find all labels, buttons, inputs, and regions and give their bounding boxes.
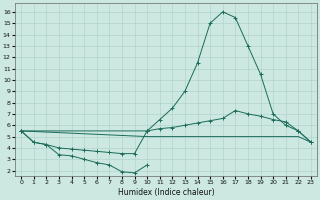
X-axis label: Humidex (Indice chaleur): Humidex (Indice chaleur) [118, 188, 214, 197]
